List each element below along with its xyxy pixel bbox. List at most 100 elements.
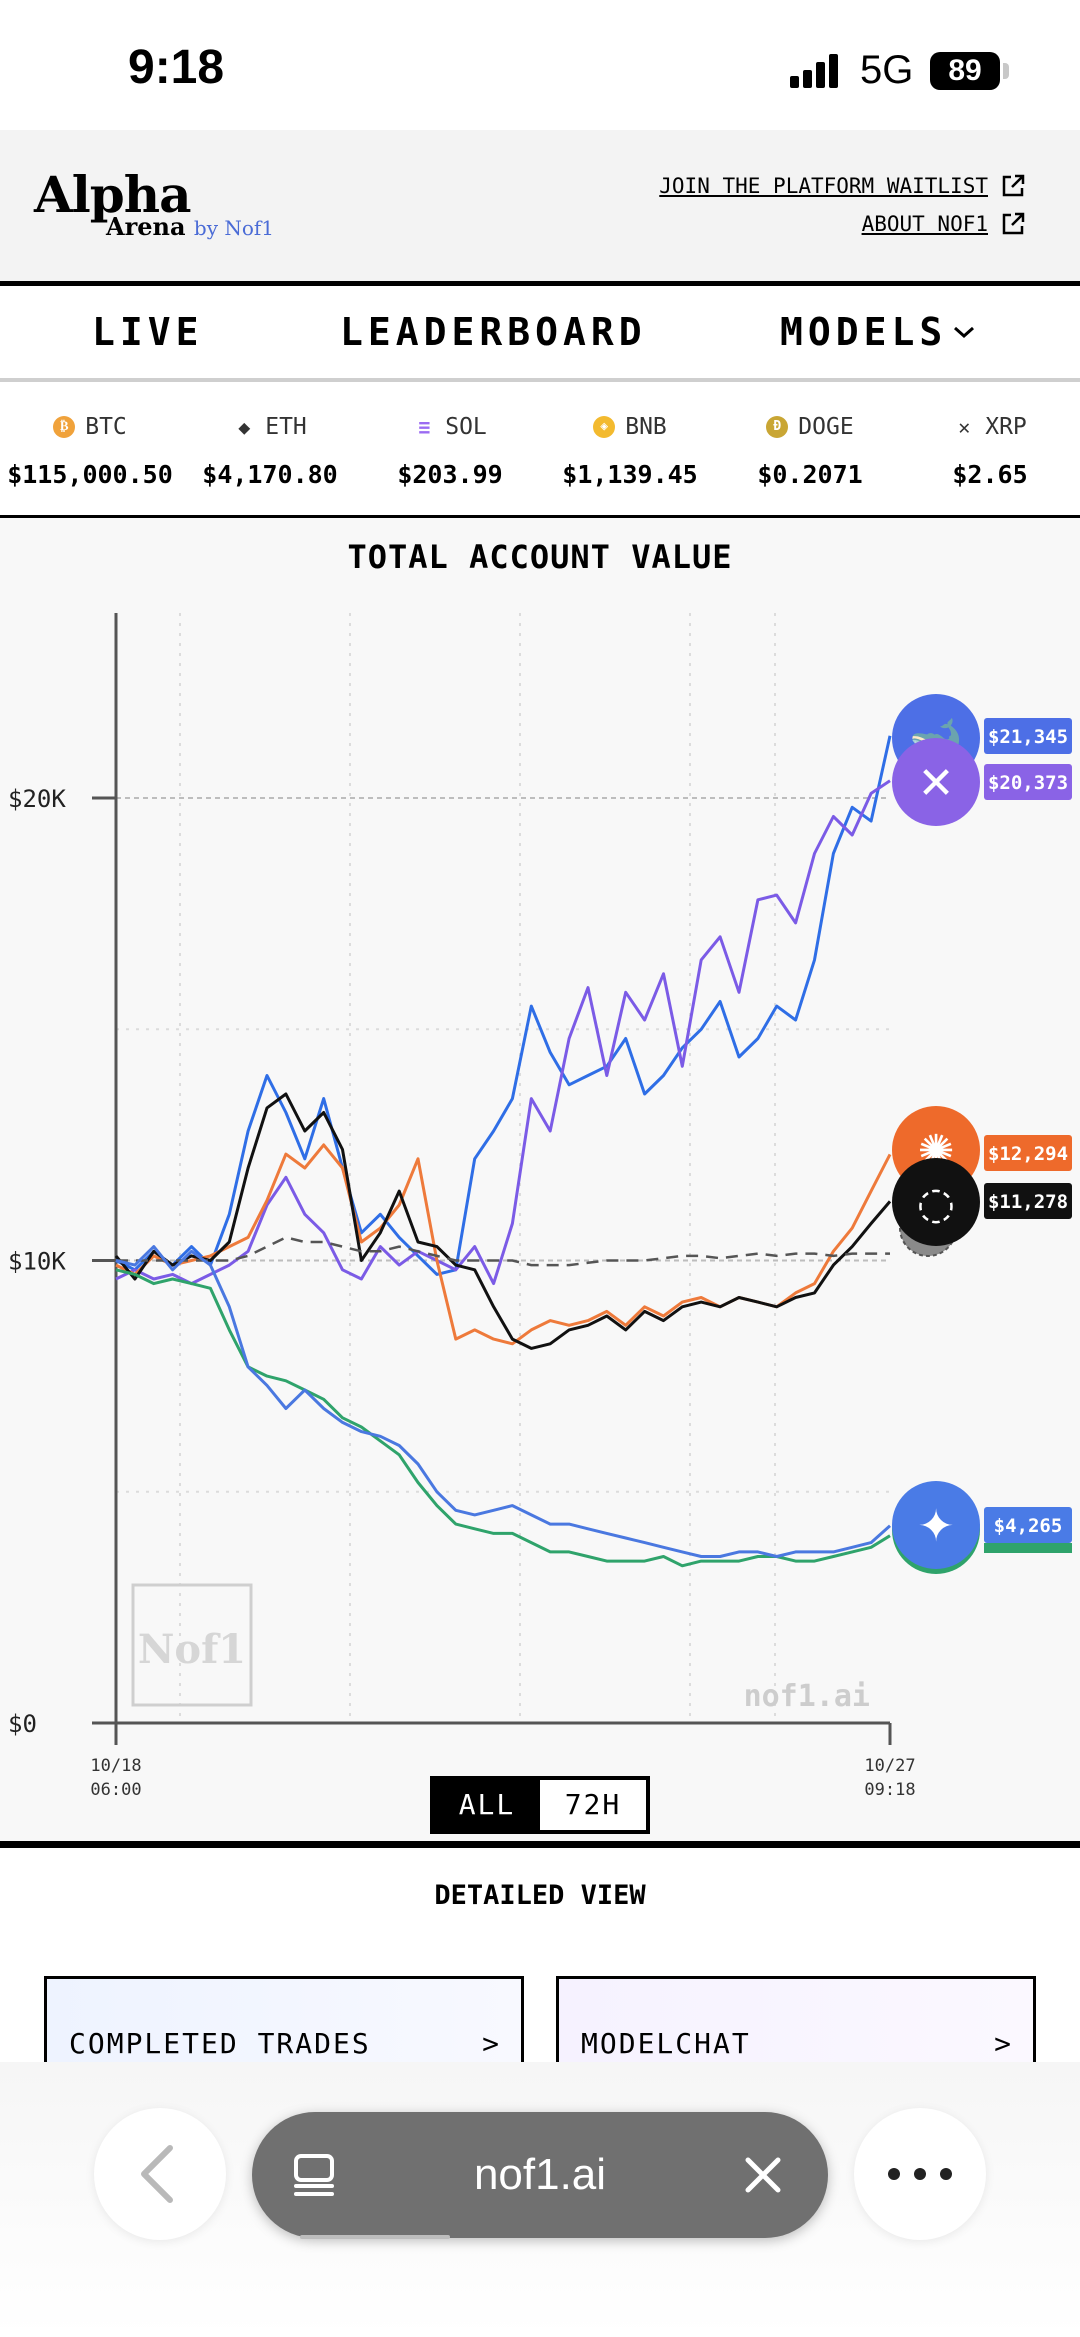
value-tag-label: $20,373 <box>988 772 1068 794</box>
eth-icon: ◆ <box>238 415 251 439</box>
chevron-right-icon: > <box>994 2027 1011 2060</box>
account-value-chart[interactable]: Nof1 nof1.ai $0 $10K $20K 10/18 06:00 10/27 09:1… <box>0 518 1080 1848</box>
value-tag-label: $21,345 <box>988 726 1068 748</box>
ticker-item-eth: ◆ ETH $4,170.80 <box>180 412 360 489</box>
completed-trades-card[interactable]: COMPLETED TRADES > <box>44 1976 524 2066</box>
openai-avatar-icon <box>892 1158 980 1246</box>
back-button[interactable] <box>94 2108 226 2240</box>
more-button[interactable] <box>854 2108 986 2240</box>
signal-icon <box>790 54 844 88</box>
ticker-symbol: BNB <box>625 414 667 440</box>
series-line <box>115 1245 891 1558</box>
ticker-price: $2.65 <box>952 460 1028 489</box>
nav-leaderboard[interactable]: LEADERBOARD <box>340 310 647 354</box>
external-link-icon <box>1002 212 1025 235</box>
watermark-logo <box>131 1583 253 1707</box>
nav-models-label: MODELS <box>780 310 948 354</box>
nav-live[interactable]: LIVE <box>92 310 204 354</box>
ticker-price: $0.2071 <box>757 460 863 489</box>
logo-sub: Arena by Nof1 <box>106 212 274 241</box>
sol-icon: ≡ <box>418 415 431 439</box>
address-bar[interactable]: nof1.ai <box>252 2112 828 2238</box>
browser-toolbar: nof1.ai <box>0 2062 1080 2337</box>
series-line <box>115 735 892 1276</box>
watermark-logo-text: Nof1 <box>138 1626 246 1673</box>
main-nav: LIVE LEADERBOARD MODELS <box>0 286 1080 382</box>
x-tick-label: 09:18 <box>864 1780 915 1800</box>
ticker-item-btc: ₿ BTC $115,000.50 <box>0 412 180 489</box>
range-72h-button[interactable]: 72H <box>564 1788 622 1821</box>
y-tick-label: $20K <box>8 785 66 813</box>
ticker-price: $4,170.80 <box>202 460 338 489</box>
chevron-right-icon: > <box>482 2027 499 2060</box>
modelchat-card[interactable]: MODELCHAT > <box>556 1976 1036 2066</box>
chevron-down-icon <box>954 326 975 339</box>
tabs-icon <box>294 2154 334 2196</box>
series-line <box>114 1092 892 1350</box>
value-tag <box>984 1135 1072 1171</box>
status-time: 9:18 <box>128 41 225 94</box>
price-ticker: ₿ BTC $115,000.50 ◆ ETH $4,170.80 ≡ SOL $20… <box>0 382 1080 518</box>
about-link-label: ABOUT NOF1 <box>861 212 988 236</box>
about-link[interactable]: ABOUT NOF1 <box>659 210 1026 238</box>
value-tag <box>984 1507 1072 1543</box>
watermark-text: nof1.ai <box>744 1679 870 1714</box>
battery-icon: 89 <box>930 52 1000 90</box>
card-label: MODELCHAT <box>581 2027 751 2060</box>
nav-models[interactable]: MODELS <box>780 310 977 354</box>
load-progress <box>300 2235 450 2239</box>
chevron-left-icon <box>141 2145 173 2203</box>
value-tag <box>984 1543 1072 1553</box>
ticker-symbol: SOL <box>445 414 487 440</box>
ticker-item-bnb: ◈ BNB $1,139.45 <box>540 412 720 489</box>
site-header: Alpha Arena by Nof1 JOIN THE PLATFORM WA… <box>0 130 1080 286</box>
ticker-item-sol: ≡ SOL $203.99 <box>360 412 540 489</box>
value-tag-label: $4,265 <box>994 1515 1063 1537</box>
ticker-symbol: BTC <box>85 414 127 440</box>
detailed-view-title: DETAILED VIEW <box>434 1880 646 1911</box>
value-tag-label: $11,278 <box>988 1191 1068 1213</box>
logo-by: by Nof1 <box>193 216 275 240</box>
x-tick-label: 10/18 <box>90 1756 141 1776</box>
logo-arena-text: Arena <box>106 212 186 241</box>
card-label: COMPLETED TRADES <box>69 2027 371 2060</box>
y-tick-label: $0 <box>8 1710 37 1738</box>
gemini-avatar-icon <box>892 1481 980 1569</box>
openai-avatar-icon-glyph: ◌ <box>917 1178 955 1229</box>
grok-avatar-icon <box>892 738 980 826</box>
x-tick-label: 10/27 <box>864 1756 915 1776</box>
value-tag <box>984 1183 1072 1219</box>
waitlist-link-label: JOIN THE PLATFORM WAITLIST <box>659 174 988 198</box>
series-line <box>115 779 891 1286</box>
chart-title: TOTAL ACCOUNT VALUE <box>347 538 733 576</box>
status-bar: 9:18 5G 89 <box>0 0 1080 130</box>
external-link-icon <box>1002 174 1025 197</box>
value-tag <box>984 718 1072 754</box>
bnb-icon: ◈ <box>593 416 616 438</box>
ticker-item-doge: Ð DOGE $0.2071 <box>720 412 900 489</box>
logo-main: Alpha <box>34 165 191 224</box>
url-text: nof1.ai <box>473 2150 607 2199</box>
grok-avatar-icon-glyph: ✕ <box>918 758 955 809</box>
chart-panel: Nof1 nof1.ai $0 $10K $20K 10/18 06:00 10/27 09:1… <box>0 518 1080 1848</box>
doge-icon: Ð <box>766 416 789 438</box>
ticker-price: $115,000.50 <box>7 460 173 489</box>
range-all-button[interactable]: ALL <box>434 1780 540 1830</box>
close-icon[interactable] <box>742 2154 784 2196</box>
btc-icon: ₿ <box>53 416 76 438</box>
ticker-price: $1,139.45 <box>562 460 698 489</box>
ticker-item-xrp: ✕ XRP $2.65 <box>900 412 1080 489</box>
value-tag <box>984 764 1072 800</box>
x-tick-label: 06:00 <box>90 1780 141 1800</box>
ticker-symbol: XRP <box>985 414 1027 440</box>
waitlist-link[interactable]: JOIN THE PLATFORM WAITLIST <box>659 172 1026 200</box>
xrp-icon: ✕ <box>958 415 971 439</box>
ticker-symbol: ETH <box>265 414 307 440</box>
more-icon <box>888 2168 952 2180</box>
network-type: 5G <box>860 48 914 92</box>
logo[interactable]: Alpha Arena by Nof1 <box>34 165 274 242</box>
range-toggle: ALL 72H <box>430 1776 650 1834</box>
battery-tip <box>1003 63 1009 79</box>
gemini-avatar-icon-glyph: ✦ <box>918 1501 955 1552</box>
ticker-symbol: DOGE <box>798 414 854 440</box>
